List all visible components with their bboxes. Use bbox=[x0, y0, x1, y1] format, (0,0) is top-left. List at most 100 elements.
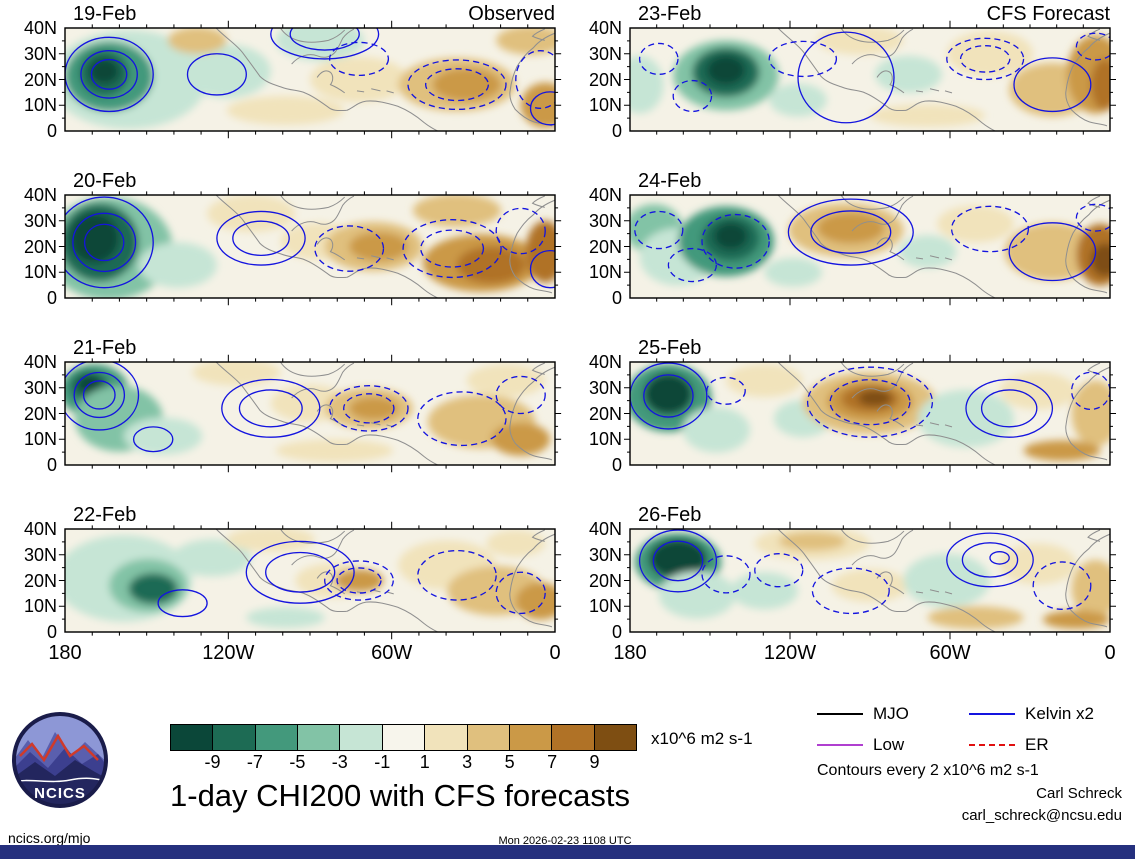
y-axis-tick-label: 30N bbox=[23, 43, 57, 64]
x-axis-tick-label: 120W bbox=[763, 642, 817, 664]
colorbar-units-label: x10^6 m2 s-1 bbox=[651, 729, 753, 748]
y-axis-tick-label: 0 bbox=[46, 455, 57, 475]
map-plot bbox=[58, 354, 562, 473]
panel-date-label: 19-Feb bbox=[73, 3, 137, 25]
legend-line-swatch bbox=[969, 713, 1015, 715]
y-axis-tick-label: 20N bbox=[588, 403, 622, 424]
y-axis-tick-label: 40N bbox=[23, 18, 57, 38]
y-axis-tick-label: 10N bbox=[23, 596, 57, 617]
map-plot bbox=[624, 521, 1116, 640]
colorbar-segment bbox=[171, 725, 214, 750]
x-axis-tick-label: 180 bbox=[48, 642, 82, 664]
colorbar bbox=[170, 724, 637, 751]
y-axis-tick-label: 0 bbox=[611, 121, 622, 141]
credit-name: Carl Schreck bbox=[1036, 785, 1122, 802]
y-axis-tick-label: 40N bbox=[23, 352, 57, 372]
y-axis-tick-label: 20N bbox=[588, 570, 622, 591]
map-panel bbox=[624, 354, 1116, 473]
panel-date-label: 24-Feb bbox=[638, 170, 702, 192]
colorbar-tick-label: -7 bbox=[246, 752, 263, 772]
y-axis-tick-label: 30N bbox=[23, 544, 57, 565]
map-plot bbox=[624, 354, 1116, 473]
legend-item-label: ER bbox=[1025, 735, 1049, 754]
y-axis-tick-label: 40N bbox=[588, 352, 622, 372]
legend-item-low: Low bbox=[817, 735, 969, 755]
colorbar-segment bbox=[255, 725, 299, 750]
x-axis-tick-label: 120W bbox=[202, 642, 255, 664]
y-axis-tick-label: 40N bbox=[588, 18, 622, 38]
y-axis-tick-label: 20N bbox=[23, 403, 57, 424]
y-axis-tick-label: 10N bbox=[23, 95, 57, 116]
y-axis-tick-label: 30N bbox=[588, 210, 622, 231]
y-axis-tick-label: 30N bbox=[588, 377, 622, 398]
colorbar-tick-label: -5 bbox=[289, 752, 306, 772]
colorbar-segment bbox=[467, 725, 510, 750]
legend-item-label: Kelvin x2 bbox=[1025, 704, 1094, 723]
colorbar-tick-label: 3 bbox=[462, 752, 473, 772]
column-header: Observed bbox=[468, 3, 555, 25]
colorbar-tick-label: -1 bbox=[374, 752, 391, 772]
y-axis-tick-label: 10N bbox=[588, 596, 622, 617]
map-plot bbox=[58, 20, 562, 139]
colorbar-tick-label: 5 bbox=[504, 752, 515, 772]
colorbar-tick-label: -3 bbox=[331, 752, 348, 772]
timestamp: Mon 2026-02-23 1108 UTC bbox=[498, 835, 632, 847]
site-link: ncics.org/mjo bbox=[8, 830, 91, 846]
legend-line-swatch bbox=[969, 744, 1015, 746]
y-axis-tick-label: 40N bbox=[588, 185, 622, 205]
y-axis-tick-label: 30N bbox=[23, 210, 57, 231]
y-axis-tick-label: 0 bbox=[611, 288, 622, 308]
y-axis-tick-label: 20N bbox=[23, 236, 57, 257]
colorbar-tick-label: -9 bbox=[204, 752, 221, 772]
y-axis-tick-label: 20N bbox=[23, 69, 57, 90]
y-axis-tick-label: 0 bbox=[46, 622, 57, 642]
map-panel bbox=[624, 20, 1116, 139]
colorbar-tick-label: 1 bbox=[419, 752, 430, 772]
map-panel bbox=[624, 521, 1116, 640]
ncics-logo-text: NCICS bbox=[34, 785, 86, 802]
ncics-logo: NCICS bbox=[10, 710, 110, 810]
legend-item-kelvin-x2: Kelvin x2 bbox=[969, 704, 1132, 724]
credit-email: carl_schreck@ncsu.edu bbox=[961, 807, 1122, 824]
y-axis-tick-label: 10N bbox=[588, 95, 622, 116]
legend-line-swatch bbox=[817, 713, 863, 715]
y-axis-tick-label: 0 bbox=[46, 288, 57, 308]
legend-item-mjo: MJO bbox=[817, 704, 969, 724]
panel-date-label: 20-Feb bbox=[73, 170, 137, 192]
colorbar-ticks: -9 -7 -5 -3 -1 1 3 5 7 9 bbox=[170, 752, 637, 774]
panel-date-label: 21-Feb bbox=[73, 337, 137, 359]
panel-date-label: 23-Feb bbox=[638, 3, 702, 25]
colorbar-segment bbox=[382, 725, 426, 750]
panel-date-label: 26-Feb bbox=[638, 504, 702, 526]
y-axis-tick-label: 40N bbox=[588, 519, 622, 539]
y-axis-tick-label: 30N bbox=[23, 377, 57, 398]
x-axis-tick-label: 180 bbox=[613, 642, 647, 664]
legend-item-label: MJO bbox=[873, 704, 909, 723]
colorbar-segment bbox=[552, 725, 595, 750]
colorbar-tick-label: 9 bbox=[589, 752, 600, 772]
bottom-bar bbox=[0, 845, 1135, 859]
colorbar-segment bbox=[213, 725, 256, 750]
colorbar-segment bbox=[425, 725, 468, 750]
y-axis-tick-label: 0 bbox=[46, 121, 57, 141]
x-axis-tick-label: 60W bbox=[929, 642, 971, 664]
map-panel bbox=[624, 187, 1116, 306]
contour-interval-note: Contours every 2 x10^6 m2 s-1 bbox=[817, 762, 1039, 779]
y-axis-tick-label: 0 bbox=[611, 455, 622, 475]
ncics-logo-graphic: NCICS bbox=[12, 712, 108, 808]
y-axis-tick-label: 30N bbox=[588, 544, 622, 565]
y-axis-tick-label: 10N bbox=[23, 429, 57, 450]
y-axis-tick-label: 40N bbox=[23, 519, 57, 539]
y-axis-tick-label: 20N bbox=[588, 69, 622, 90]
y-axis-tick-label: 30N bbox=[588, 43, 622, 64]
legend-line-swatch bbox=[817, 744, 863, 746]
y-axis-tick-label: 20N bbox=[23, 570, 57, 591]
map-plot bbox=[624, 187, 1116, 306]
colorbar-segment bbox=[509, 725, 553, 750]
y-axis-tick-label: 10N bbox=[588, 262, 622, 283]
panel-date-label: 25-Feb bbox=[638, 337, 702, 359]
figure-title: 1-day CHI200 with CFS forecasts bbox=[170, 778, 631, 813]
x-axis-tick-label: 0 bbox=[549, 642, 561, 664]
colorbar-segment bbox=[340, 725, 383, 750]
